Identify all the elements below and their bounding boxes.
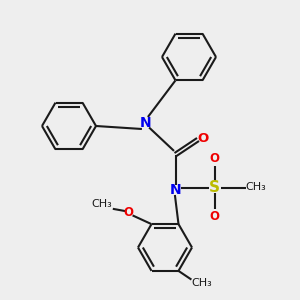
Text: N: N [140, 116, 151, 130]
Text: O: O [209, 210, 220, 223]
Text: O: O [124, 206, 134, 219]
Text: S: S [209, 180, 220, 195]
Text: CH₃: CH₃ [245, 182, 266, 193]
Text: CH₃: CH₃ [92, 199, 112, 209]
Text: O: O [209, 152, 220, 165]
Text: CH₃: CH₃ [191, 278, 212, 289]
Text: O: O [198, 131, 209, 145]
Text: N: N [170, 183, 181, 197]
